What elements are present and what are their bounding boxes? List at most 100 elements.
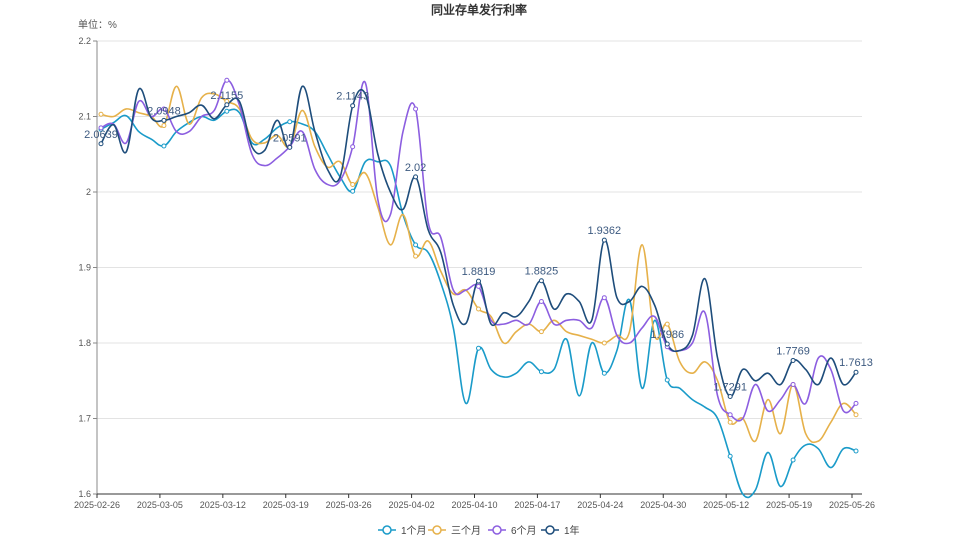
data-point-marker bbox=[287, 119, 293, 125]
data-point-marker bbox=[538, 278, 544, 284]
legend-circle-icon bbox=[492, 525, 502, 535]
series-line-0 bbox=[100, 108, 857, 499]
data-point-marker bbox=[413, 253, 419, 259]
data-label: 1.7986 bbox=[650, 329, 684, 341]
legend: 1个月 三个月 6个月 1年 bbox=[378, 524, 580, 537]
data-point-marker bbox=[413, 106, 419, 112]
data-point-marker bbox=[664, 321, 670, 327]
data-point-marker bbox=[727, 453, 733, 459]
data-label: 1.8825 bbox=[525, 266, 559, 278]
data-label: 1.9362 bbox=[588, 225, 622, 237]
data-point-marker bbox=[538, 298, 544, 304]
legend-label: 1个月 bbox=[401, 525, 427, 537]
x-tick-label: 2025-03-19 bbox=[263, 500, 309, 510]
data-point-marker bbox=[853, 448, 859, 454]
x-tick-label: 2025-04-24 bbox=[577, 500, 623, 510]
x-tick-label: 2025-03-26 bbox=[326, 500, 372, 510]
data-point-marker bbox=[287, 144, 293, 150]
data-point-marker bbox=[98, 141, 104, 147]
legend-circle-icon bbox=[432, 525, 442, 535]
x-tick-label: 2025-04-02 bbox=[389, 500, 435, 510]
y-tick-label: 1.6 bbox=[78, 489, 91, 499]
data-point-marker bbox=[476, 278, 481, 284]
data-label: 2.1155 bbox=[210, 90, 243, 102]
data-point-marker bbox=[224, 77, 230, 83]
chart-title: 同业存单发行利率 bbox=[431, 2, 527, 17]
x-tick-label: 2025-05-26 bbox=[829, 500, 875, 510]
x-tick-label: 2025-03-05 bbox=[137, 500, 183, 510]
data-point-marker bbox=[601, 370, 607, 376]
data-point-marker bbox=[350, 181, 356, 187]
x-tick-label: 2025-04-30 bbox=[640, 500, 686, 510]
data-point-marker bbox=[476, 345, 481, 351]
legend-label: 三个月 bbox=[451, 525, 481, 537]
y-tick-label: 2 bbox=[86, 187, 91, 197]
data-point-marker bbox=[161, 106, 167, 112]
data-point-marker bbox=[601, 340, 607, 346]
y-tick-label: 1.9 bbox=[78, 263, 91, 273]
legend-item-2[interactable]: 6个月 bbox=[488, 525, 537, 537]
data-point-marker bbox=[413, 174, 419, 180]
legend-label: 6个月 bbox=[511, 525, 537, 537]
series-markers bbox=[98, 77, 859, 463]
data-label: 1.7769 bbox=[776, 345, 810, 357]
data-point-marker bbox=[476, 306, 481, 312]
grid-lines bbox=[97, 40, 862, 495]
data-point-marker bbox=[413, 242, 419, 248]
data-label: 1.7291 bbox=[713, 382, 747, 394]
x-tick-label: 2025-04-17 bbox=[514, 500, 560, 510]
data-point-marker bbox=[350, 144, 356, 150]
data-point-marker bbox=[601, 295, 607, 301]
data-label: 2.0591 bbox=[273, 132, 307, 144]
data-point-marker bbox=[224, 108, 230, 114]
data-point-marker bbox=[476, 283, 481, 289]
data-point-marker bbox=[790, 357, 796, 363]
data-point-marker bbox=[161, 117, 167, 123]
data-point-marker bbox=[601, 237, 607, 243]
x-tick-label: 2025-05-19 bbox=[766, 500, 812, 510]
y-tick-label: 1.8 bbox=[78, 338, 91, 348]
data-labels: 2.0639 2.0948 2.1155 2.0591 2.1143 2.02 1.8819… bbox=[84, 90, 873, 394]
data-point-marker bbox=[538, 329, 544, 335]
legend-item-1[interactable]: 三个月 bbox=[428, 525, 481, 537]
x-tick-label: 2025-03-12 bbox=[200, 500, 246, 510]
data-point-marker bbox=[98, 125, 104, 131]
y-axis-unit-label: 单位：% bbox=[78, 18, 117, 31]
data-label: 2.0948 bbox=[147, 105, 181, 117]
x-tick-label: 2025-05-12 bbox=[703, 500, 749, 510]
data-label: 2.0639 bbox=[84, 129, 118, 141]
y-tick-label: 2.2 bbox=[78, 36, 91, 46]
data-point-marker bbox=[727, 419, 733, 425]
data-point-marker bbox=[350, 188, 356, 194]
data-point-marker bbox=[853, 400, 859, 406]
data-point-marker bbox=[790, 457, 796, 463]
y-tick-label: 1.7 bbox=[78, 414, 91, 424]
data-point-marker bbox=[664, 341, 670, 347]
legend-label: 1年 bbox=[564, 524, 580, 537]
data-point-marker bbox=[727, 412, 733, 418]
data-point-marker bbox=[790, 382, 796, 388]
data-point-marker bbox=[538, 369, 544, 375]
data-label: 1.7613 bbox=[839, 357, 873, 369]
data-point-marker bbox=[664, 377, 670, 383]
x-tick-label: 2025-02-26 bbox=[74, 500, 120, 510]
data-point-marker bbox=[98, 111, 104, 117]
y-tick-label: 2.1 bbox=[78, 112, 91, 122]
x-tick-label: 2025-04-10 bbox=[451, 500, 497, 510]
data-label: 2.02 bbox=[405, 162, 426, 174]
data-point-marker bbox=[161, 143, 167, 149]
legend-circle-icon bbox=[382, 525, 392, 535]
axes: 1.6 1.7 1.8 1.9 2 2.1 2.2 2025-02-26 2025-03-05 2… bbox=[74, 36, 875, 510]
data-point-marker bbox=[350, 103, 356, 109]
legend-item-3[interactable]: 1年 bbox=[541, 524, 580, 537]
legend-circle-icon bbox=[545, 525, 555, 535]
legend-item-0[interactable]: 1个月 bbox=[378, 525, 427, 537]
data-label: 1.8819 bbox=[462, 266, 496, 278]
data-point-marker bbox=[853, 369, 859, 375]
data-point-marker bbox=[161, 123, 167, 129]
data-point-marker bbox=[853, 412, 859, 418]
data-point-marker bbox=[727, 394, 733, 400]
data-point-marker bbox=[224, 102, 230, 108]
data-label: 2.1143 bbox=[336, 91, 369, 103]
